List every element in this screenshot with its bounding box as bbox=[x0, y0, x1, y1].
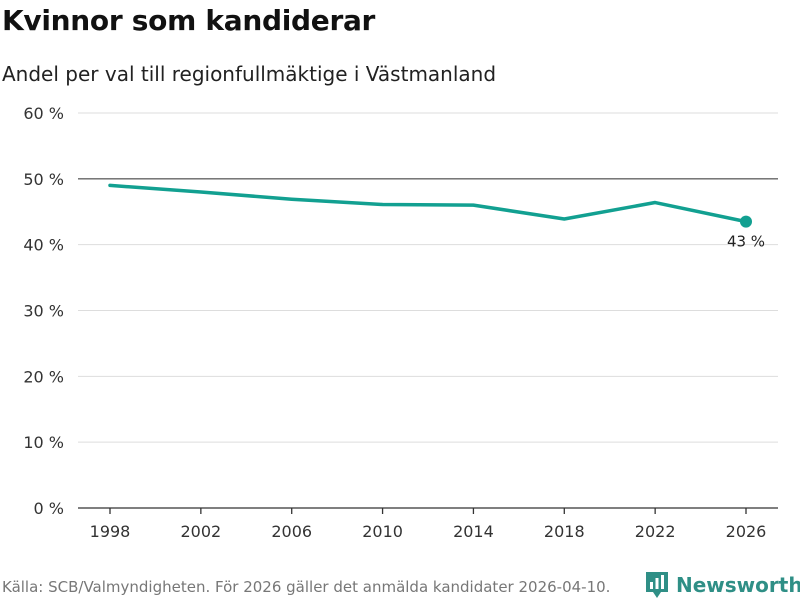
series-line bbox=[108, 183, 748, 224]
brand-logo: Newsworthy bbox=[644, 570, 800, 600]
data-label: 43 % bbox=[727, 233, 765, 251]
x-tick-label: 2014 bbox=[453, 522, 494, 541]
x-tick-label: 2002 bbox=[180, 522, 221, 541]
y-tick-label: 0 % bbox=[34, 499, 64, 518]
y-tick-label: 10 % bbox=[23, 433, 64, 452]
last-data-point bbox=[740, 215, 752, 228]
x-tick-label: 2006 bbox=[271, 522, 312, 541]
x-tick-label: 1998 bbox=[90, 522, 131, 541]
chart-subtitle: Andel per val till regionfullmäktige i V… bbox=[2, 62, 497, 86]
source-note: Källa: SCB/Valmyndigheten. För 2026 gäll… bbox=[2, 578, 611, 596]
x-tick-label: 2026 bbox=[726, 522, 767, 541]
x-tick-label: 2022 bbox=[635, 522, 676, 541]
chart-title: Kvinnor som kandiderar bbox=[2, 4, 376, 37]
y-tick-label: 20 % bbox=[23, 367, 64, 386]
x-tick-label: 2010 bbox=[362, 522, 403, 541]
y-tick-label: 60 % bbox=[23, 104, 64, 123]
y-tick-label: 30 % bbox=[23, 302, 64, 321]
x-tick-label: 2018 bbox=[544, 522, 585, 541]
y-tick-label: 40 % bbox=[23, 236, 64, 255]
brand-name: Newsworthy bbox=[676, 573, 800, 597]
y-tick-label: 50 % bbox=[23, 170, 64, 189]
newsworthy-logo-icon bbox=[646, 572, 668, 598]
